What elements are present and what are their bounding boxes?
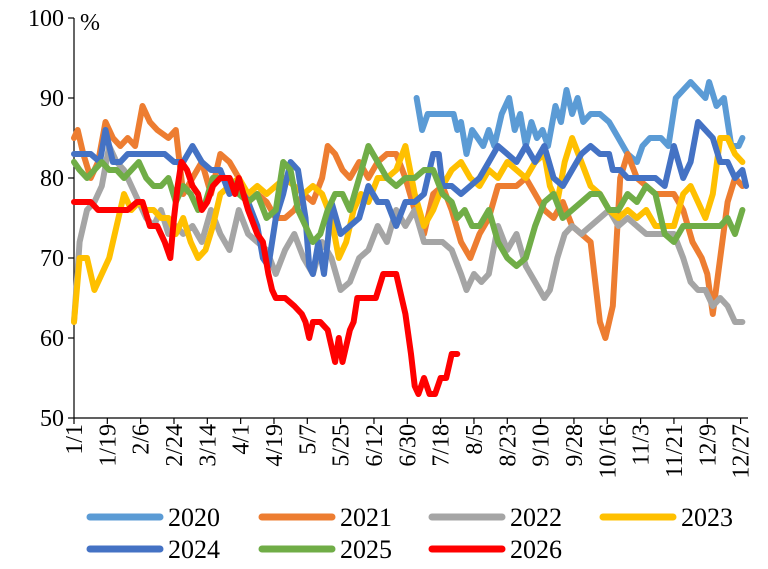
legend-label-2026: 2026 — [510, 535, 562, 564]
series-line-2020 — [413, 79, 746, 165]
series-line-2025 — [71, 143, 746, 269]
series-lines — [71, 79, 750, 397]
legend-label-2020: 2020 — [168, 503, 220, 532]
legend: 2020 2021 2022 2023 2024 2025 2026 — [86, 503, 733, 564]
legend-label-2021: 2021 — [340, 503, 392, 532]
x-tick-label: 4/19 — [262, 424, 288, 467]
x-axis-ticks: 1/1 1/19 2/6 2/24 3/14 4/1 4/19 5/7 5/25 6/12 6/30… — [62, 418, 755, 479]
y-tick-label: 60 — [40, 326, 64, 352]
x-tick-label: 8/23 — [495, 424, 521, 467]
x-tick-label: 6/12 — [362, 424, 388, 467]
x-tick-label: 11/3 — [629, 424, 655, 466]
y-axis-ticks: 50 60 70 80 90 100 — [28, 6, 74, 432]
y-tick-label: 70 — [40, 246, 64, 272]
axes — [73, 18, 748, 419]
x-tick-label: 4/1 — [229, 424, 255, 455]
y-tick-label: 90 — [40, 86, 64, 112]
series-line-2024 — [71, 119, 750, 277]
x-tick-label: 5/7 — [295, 424, 321, 455]
x-tick-label: 12/27 — [729, 424, 755, 479]
x-tick-label: 1/1 — [62, 424, 88, 455]
y-tick-label: 50 — [40, 406, 64, 432]
x-tick-label: 12/9 — [695, 424, 721, 467]
x-tick-label: 1/19 — [95, 424, 121, 467]
legend-label-2025: 2025 — [340, 535, 392, 564]
y-tick-label: 80 — [40, 166, 64, 192]
x-tick-label: 6/30 — [395, 424, 421, 467]
x-tick-label: 9/28 — [562, 424, 588, 467]
legend-label-2023: 2023 — [681, 503, 733, 532]
legend-label-2024: 2024 — [168, 535, 220, 564]
y-tick-label: 100 — [28, 6, 64, 32]
x-tick-label: 10/16 — [595, 424, 621, 479]
series-line-2026 — [71, 159, 461, 397]
x-tick-label: 9/10 — [529, 424, 555, 467]
x-tick-label: 7/18 — [429, 424, 455, 467]
x-tick-label: 8/5 — [462, 424, 488, 455]
x-tick-label: 11/21 — [662, 424, 688, 478]
legend-label-2022: 2022 — [510, 503, 562, 532]
x-tick-label: 3/14 — [195, 424, 221, 467]
x-tick-label: 2/24 — [162, 424, 188, 467]
x-tick-label: 5/25 — [329, 424, 355, 467]
y-unit-label: % — [80, 10, 100, 36]
x-tick-label: 2/6 — [129, 424, 155, 455]
